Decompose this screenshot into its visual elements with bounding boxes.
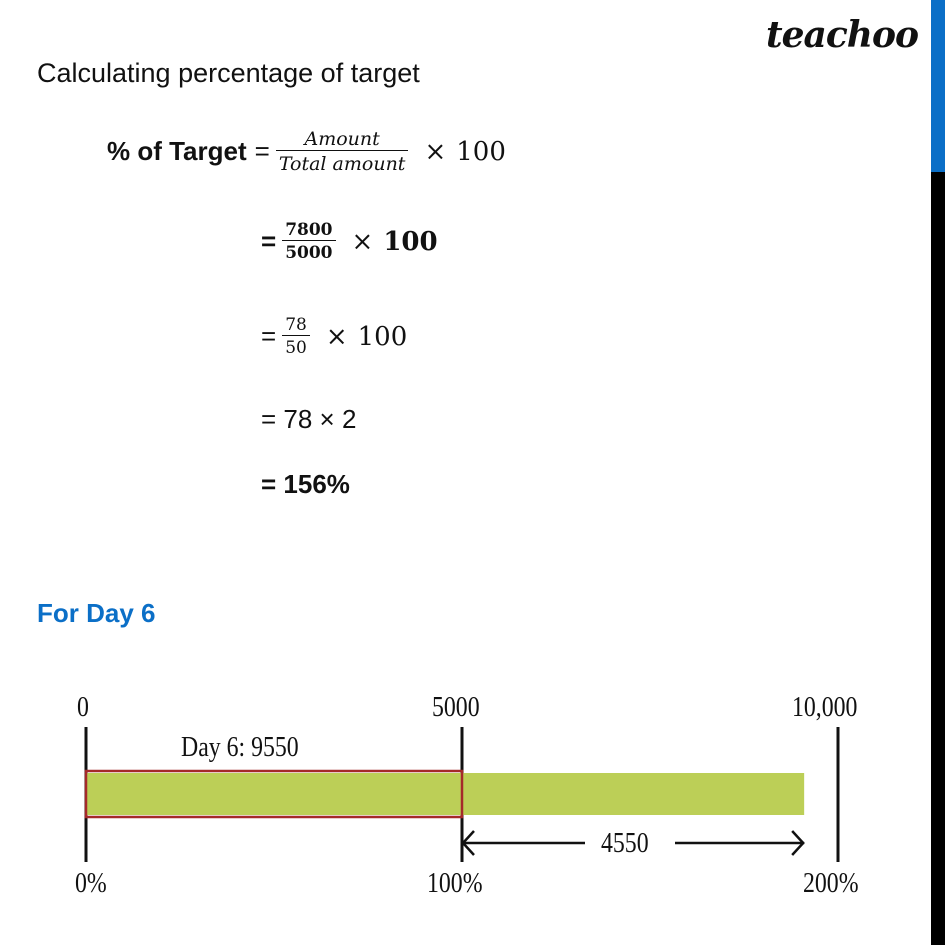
side-accent-bar <box>931 0 945 172</box>
top-label-0: 0 <box>77 692 89 723</box>
progress-bar <box>86 773 805 815</box>
fraction: 78 50 <box>282 315 310 358</box>
equals: = <box>254 136 270 166</box>
times-sign: × <box>424 136 447 167</box>
fraction: Amount Total amount <box>275 128 409 175</box>
slide-title: Calculating percentage of target <box>37 58 420 88</box>
hundred: 100 <box>383 226 438 257</box>
denominator: Total amount <box>275 150 409 175</box>
side-dark-bar <box>931 172 945 945</box>
equals: = <box>261 226 277 256</box>
target-outline <box>84 769 464 819</box>
top-label-10000: 10,000 <box>792 692 858 723</box>
step-3: = 78 × 2 <box>261 404 357 434</box>
denominator: 50 <box>282 335 310 358</box>
step-1: = 7800 5000 × 100 <box>261 220 438 263</box>
hundred: 100 <box>357 321 408 352</box>
bottom-label-200: 200% <box>803 868 859 899</box>
times-sign: × <box>325 321 348 352</box>
bar-label: Day 6: 9550 <box>181 732 299 763</box>
step-4-result: = 156% <box>261 469 350 499</box>
step-2: = 78 50 × 100 <box>261 315 407 358</box>
times-sign: × <box>351 226 374 257</box>
numerator: 78 <box>285 315 307 335</box>
arrow-head-left <box>461 830 475 856</box>
hundred: 100 <box>456 136 506 167</box>
fraction: 7800 5000 <box>282 220 336 263</box>
arrow-label: 4550 <box>601 828 649 859</box>
denominator: 5000 <box>282 240 336 263</box>
bottom-label-100: 100% <box>427 868 483 899</box>
top-label-5000: 5000 <box>432 692 480 723</box>
bottom-label-0: 0% <box>75 868 107 899</box>
numerator: Amount <box>304 128 380 150</box>
formula-line: % of Target = Amount Total amount × 100 <box>107 128 506 175</box>
section-heading: For Day 6 <box>37 598 156 628</box>
equals: = <box>261 321 277 351</box>
numerator: 7800 <box>285 220 333 240</box>
teachoo-logo: teachoo <box>766 14 919 56</box>
arrow-head-right <box>791 830 805 856</box>
formula-label: % of Target <box>107 136 247 166</box>
